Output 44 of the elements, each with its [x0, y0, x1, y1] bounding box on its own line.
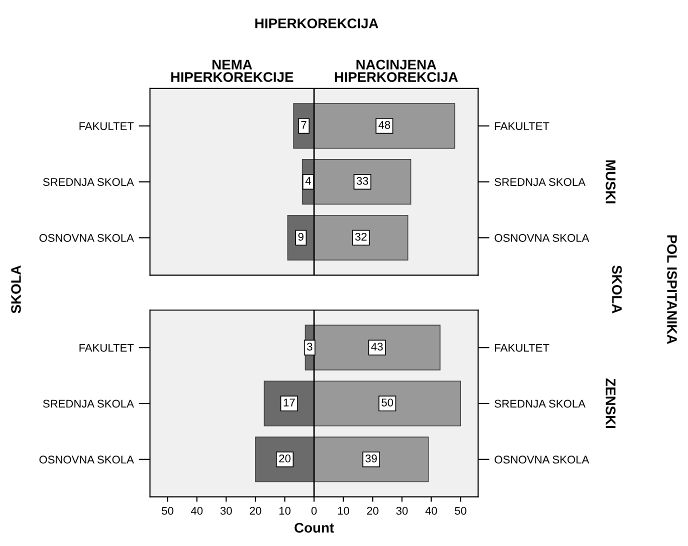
category-label: OSNOVNA SKOLA [494, 234, 590, 242]
category-label: FAKULTET [495, 122, 550, 130]
data-label: 7 [301, 121, 306, 129]
data-label: 50 [382, 398, 394, 406]
y-tick-label: FAKULTET [80, 122, 134, 130]
x-tick-label: 40 [425, 506, 438, 515]
y-tick-label: FAKULTET [80, 344, 134, 352]
data-label: 17 [284, 398, 295, 406]
data-label: 32 [355, 232, 367, 241]
x-tick-label: 30 [220, 506, 232, 515]
y-tick-label: SREDNJA SKOLA [43, 400, 134, 408]
chart-title: HIPERKOREKCIJA [255, 18, 378, 28]
y-tick-label: OSNOVNA SKOLA [39, 456, 134, 464]
text: POL ISPITANIKA [667, 235, 677, 344]
x-tick-label: 10 [338, 506, 350, 515]
data-label: 43 [371, 342, 383, 351]
x-tick-label: 20 [250, 506, 262, 515]
series-label: NACINJENA HIPERKOREKCIJA [334, 60, 458, 82]
text: ZENSKI [606, 378, 616, 428]
data-label: 33 [356, 176, 368, 185]
category-label: SREDNJA SKOLA [494, 400, 586, 408]
data-label: 48 [378, 121, 390, 129]
x-tick-label: 50 [162, 506, 174, 515]
x-axis-title: Count [294, 522, 334, 533]
x-tick-label: 0 [311, 506, 317, 515]
x-tick-label: 10 [279, 506, 291, 515]
category-label: SREDNJA SKOLA [494, 178, 586, 186]
x-tick-label: 20 [367, 506, 378, 515]
series-label: NEMA HIPERKOREKCIJE [171, 60, 294, 82]
data-label: 39 [365, 454, 377, 462]
x-tick-label: 30 [396, 506, 408, 515]
category-label: FAKULTET [495, 344, 550, 352]
y-axis-title: SKOLA [11, 265, 21, 314]
x-tick-label: 50 [454, 506, 466, 515]
data-label: 4 [305, 177, 311, 185]
data-label: 20 [279, 454, 291, 462]
data-label: 9 [298, 232, 304, 241]
y-tick-label: OSNOVNA SKOLA [39, 234, 134, 242]
category-label: OSNOVNA SKOLA [494, 456, 590, 464]
y-tick-label: SREDNJA SKOLA [43, 178, 134, 186]
data-label: 3 [307, 342, 312, 351]
x-tick-label: 40 [190, 506, 203, 515]
y2-axis-title: SKOLA [612, 265, 622, 314]
text: MUSKI [606, 160, 616, 204]
